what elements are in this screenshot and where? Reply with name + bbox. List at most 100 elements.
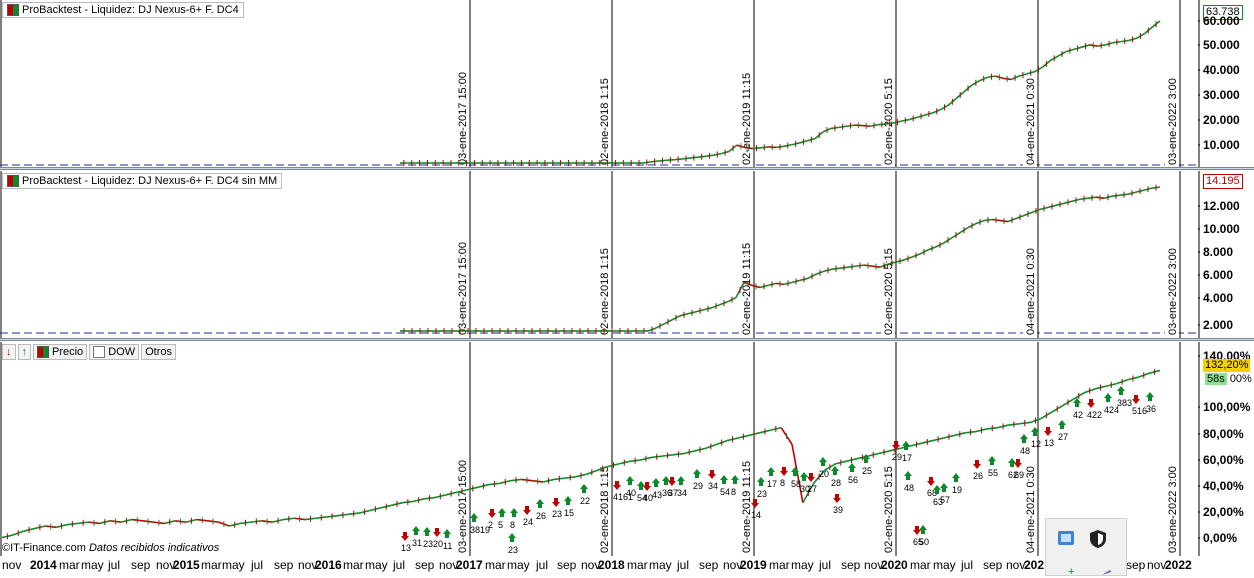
sell-arrow-marker [973,460,981,469]
year-marker-label: 03-ene-2022 3:00 [1167,248,1179,335]
buy-arrow-marker [510,508,518,517]
buy-arrow-marker [637,481,645,490]
trade-id-label: 17 [902,453,912,463]
year-marker-label: 02-ene-2018 1:15 [599,78,611,165]
trade-id-label: 34 [708,481,718,491]
trade-id-label: 11 [443,541,452,551]
otros-label: Otros [145,346,172,358]
trade-id-label: 29 [693,481,703,491]
x-axis-month-label: mar [343,558,364,572]
y-axis-tick-label: 50.000 [1203,38,1253,52]
pen-icon[interactable] [1102,570,1111,575]
dow-toggle[interactable]: DOW [89,344,139,360]
shield-icon[interactable] [1090,530,1106,548]
y-axis-tick-label: 12.000 [1203,199,1253,213]
x-axis-month-label: may [507,558,530,572]
price-current-value: 132,20% [1203,359,1250,372]
trade-id-label: 20 [433,539,443,549]
x-axis-year-label: 2019 [740,558,767,572]
sell-arrow-marker [807,473,815,482]
buy-arrow-marker [731,475,739,484]
sell-arrow-marker [833,494,841,503]
x-axis-month-label: sep [699,558,718,572]
credit-note: Datos recibidos indicativos [89,542,219,554]
trade-id-label: 13 [1044,438,1054,448]
bar-timer: 58s 00% [1203,373,1254,386]
year-marker-label: 04-ene-2021 0:30 [1025,248,1037,335]
trade-id-label: 27 [807,484,817,494]
panel-2-legend[interactable]: ProBacktest - Liquidez: DJ Nexus-6+ F. D… [2,173,282,189]
sell-order-button[interactable]: ↓ [2,344,16,360]
year-marker-label: 03-ene-2017 15:00 [457,460,469,553]
x-axis-month-label: jul [677,558,689,572]
x-axis-month-label: sep [1126,558,1145,572]
y-axis-tick-label: 30.000 [1203,88,1253,102]
y-axis-tick-label: 2.000 [1203,318,1253,332]
bar-timer-suffix: 00% [1230,373,1252,385]
x-axis-year-label: 2018 [598,558,625,572]
buy-arrow-marker [720,475,728,484]
x-axis-year-label: 2014 [30,558,57,572]
credit-brand: ©IT-Finance.com [2,542,86,554]
trade-id-label: 422 [1087,410,1102,420]
buy-arrow-marker [423,527,431,536]
x-axis-month-label: may [649,558,672,572]
x-axis-month-label: jul [251,558,263,572]
sell-arrow-marker [708,470,716,479]
precio-label: Precio [52,346,83,358]
buy-arrow-marker [652,478,660,487]
buy-arrow-marker [564,496,572,505]
year-marker-label: 02-ene-2019 11:15 [741,243,753,335]
trade-id-label: 48 [1020,446,1030,456]
x-axis-year-label: 2020 [881,558,908,572]
year-marker-label: 03-ene-2017 15:00 [457,242,469,335]
y-axis-tick-label: 20.000 [1203,113,1253,127]
buy-arrow-marker [677,476,685,485]
panel-divider[interactable] [0,338,1254,341]
otros-button[interactable]: Otros [141,344,176,360]
buy-order-button[interactable]: ↑ [18,344,32,360]
trade-id-label: 13 [401,543,411,553]
x-axis-month-label: may [222,558,245,572]
panel-2-title: ProBacktest - Liquidez: DJ Nexus-6+ F. D… [22,175,277,187]
trade-id-label: 43 [652,490,662,500]
x-axis-month-label: jul [819,558,831,572]
sell-arrow-marker [488,509,496,518]
x-axis-month-label: nov [1147,558,1166,572]
year-marker-label: 04-ene-2021 0:30 [1025,466,1037,553]
trade-id-label: 40 [626,488,636,498]
buy-arrow-marker [919,525,927,534]
trade-id-label: 5 [498,520,503,530]
x-axis-month-label: nov [1006,558,1025,572]
panel-1-legend[interactable]: ProBacktest - Liquidez: DJ Nexus-6+ F. D… [2,2,244,18]
trade-id-label: 57 [940,495,950,505]
system-tray-popup: + [1045,518,1127,576]
network-icon[interactable] [1058,531,1074,545]
dow-checkbox[interactable] [93,346,105,358]
sell-arrow-marker [1132,395,1140,404]
y-axis-tick-label: 4.000 [1203,291,1253,305]
y-axis-tick-label: 40.000 [1203,63,1253,77]
x-axis-month-label: jul [536,558,548,572]
precio-toggle[interactable]: Precio [33,344,87,360]
sell-arrow-marker [523,506,531,515]
buy-arrow-marker [580,484,588,493]
buy-arrow-marker [940,483,948,492]
trade-id-label: 26 [973,471,983,481]
panel-divider[interactable] [0,167,1254,170]
trade-id-label: 56 [848,475,858,485]
trade-id-label: 50 [919,537,929,547]
buy-arrow-marker [757,477,765,486]
buy-arrow-marker [412,526,420,535]
data-credit: ©IT-Finance.com Datos recibidos indicati… [2,542,219,554]
buy-arrow-marker [1146,392,1154,401]
year-marker-label: 02-ene-2019 11:15 [741,73,753,165]
trade-id-label: 27 [1058,432,1068,442]
trade-id-label: 8 [780,478,785,488]
